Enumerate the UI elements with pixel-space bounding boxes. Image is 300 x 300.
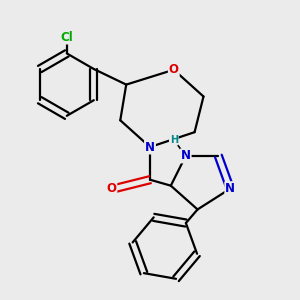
Text: O: O bbox=[169, 63, 179, 76]
Text: H: H bbox=[170, 135, 178, 145]
Text: Cl: Cl bbox=[60, 31, 73, 44]
Text: N: N bbox=[181, 149, 191, 162]
Text: O: O bbox=[106, 182, 116, 195]
Text: N: N bbox=[225, 182, 235, 195]
Text: N: N bbox=[145, 140, 155, 154]
